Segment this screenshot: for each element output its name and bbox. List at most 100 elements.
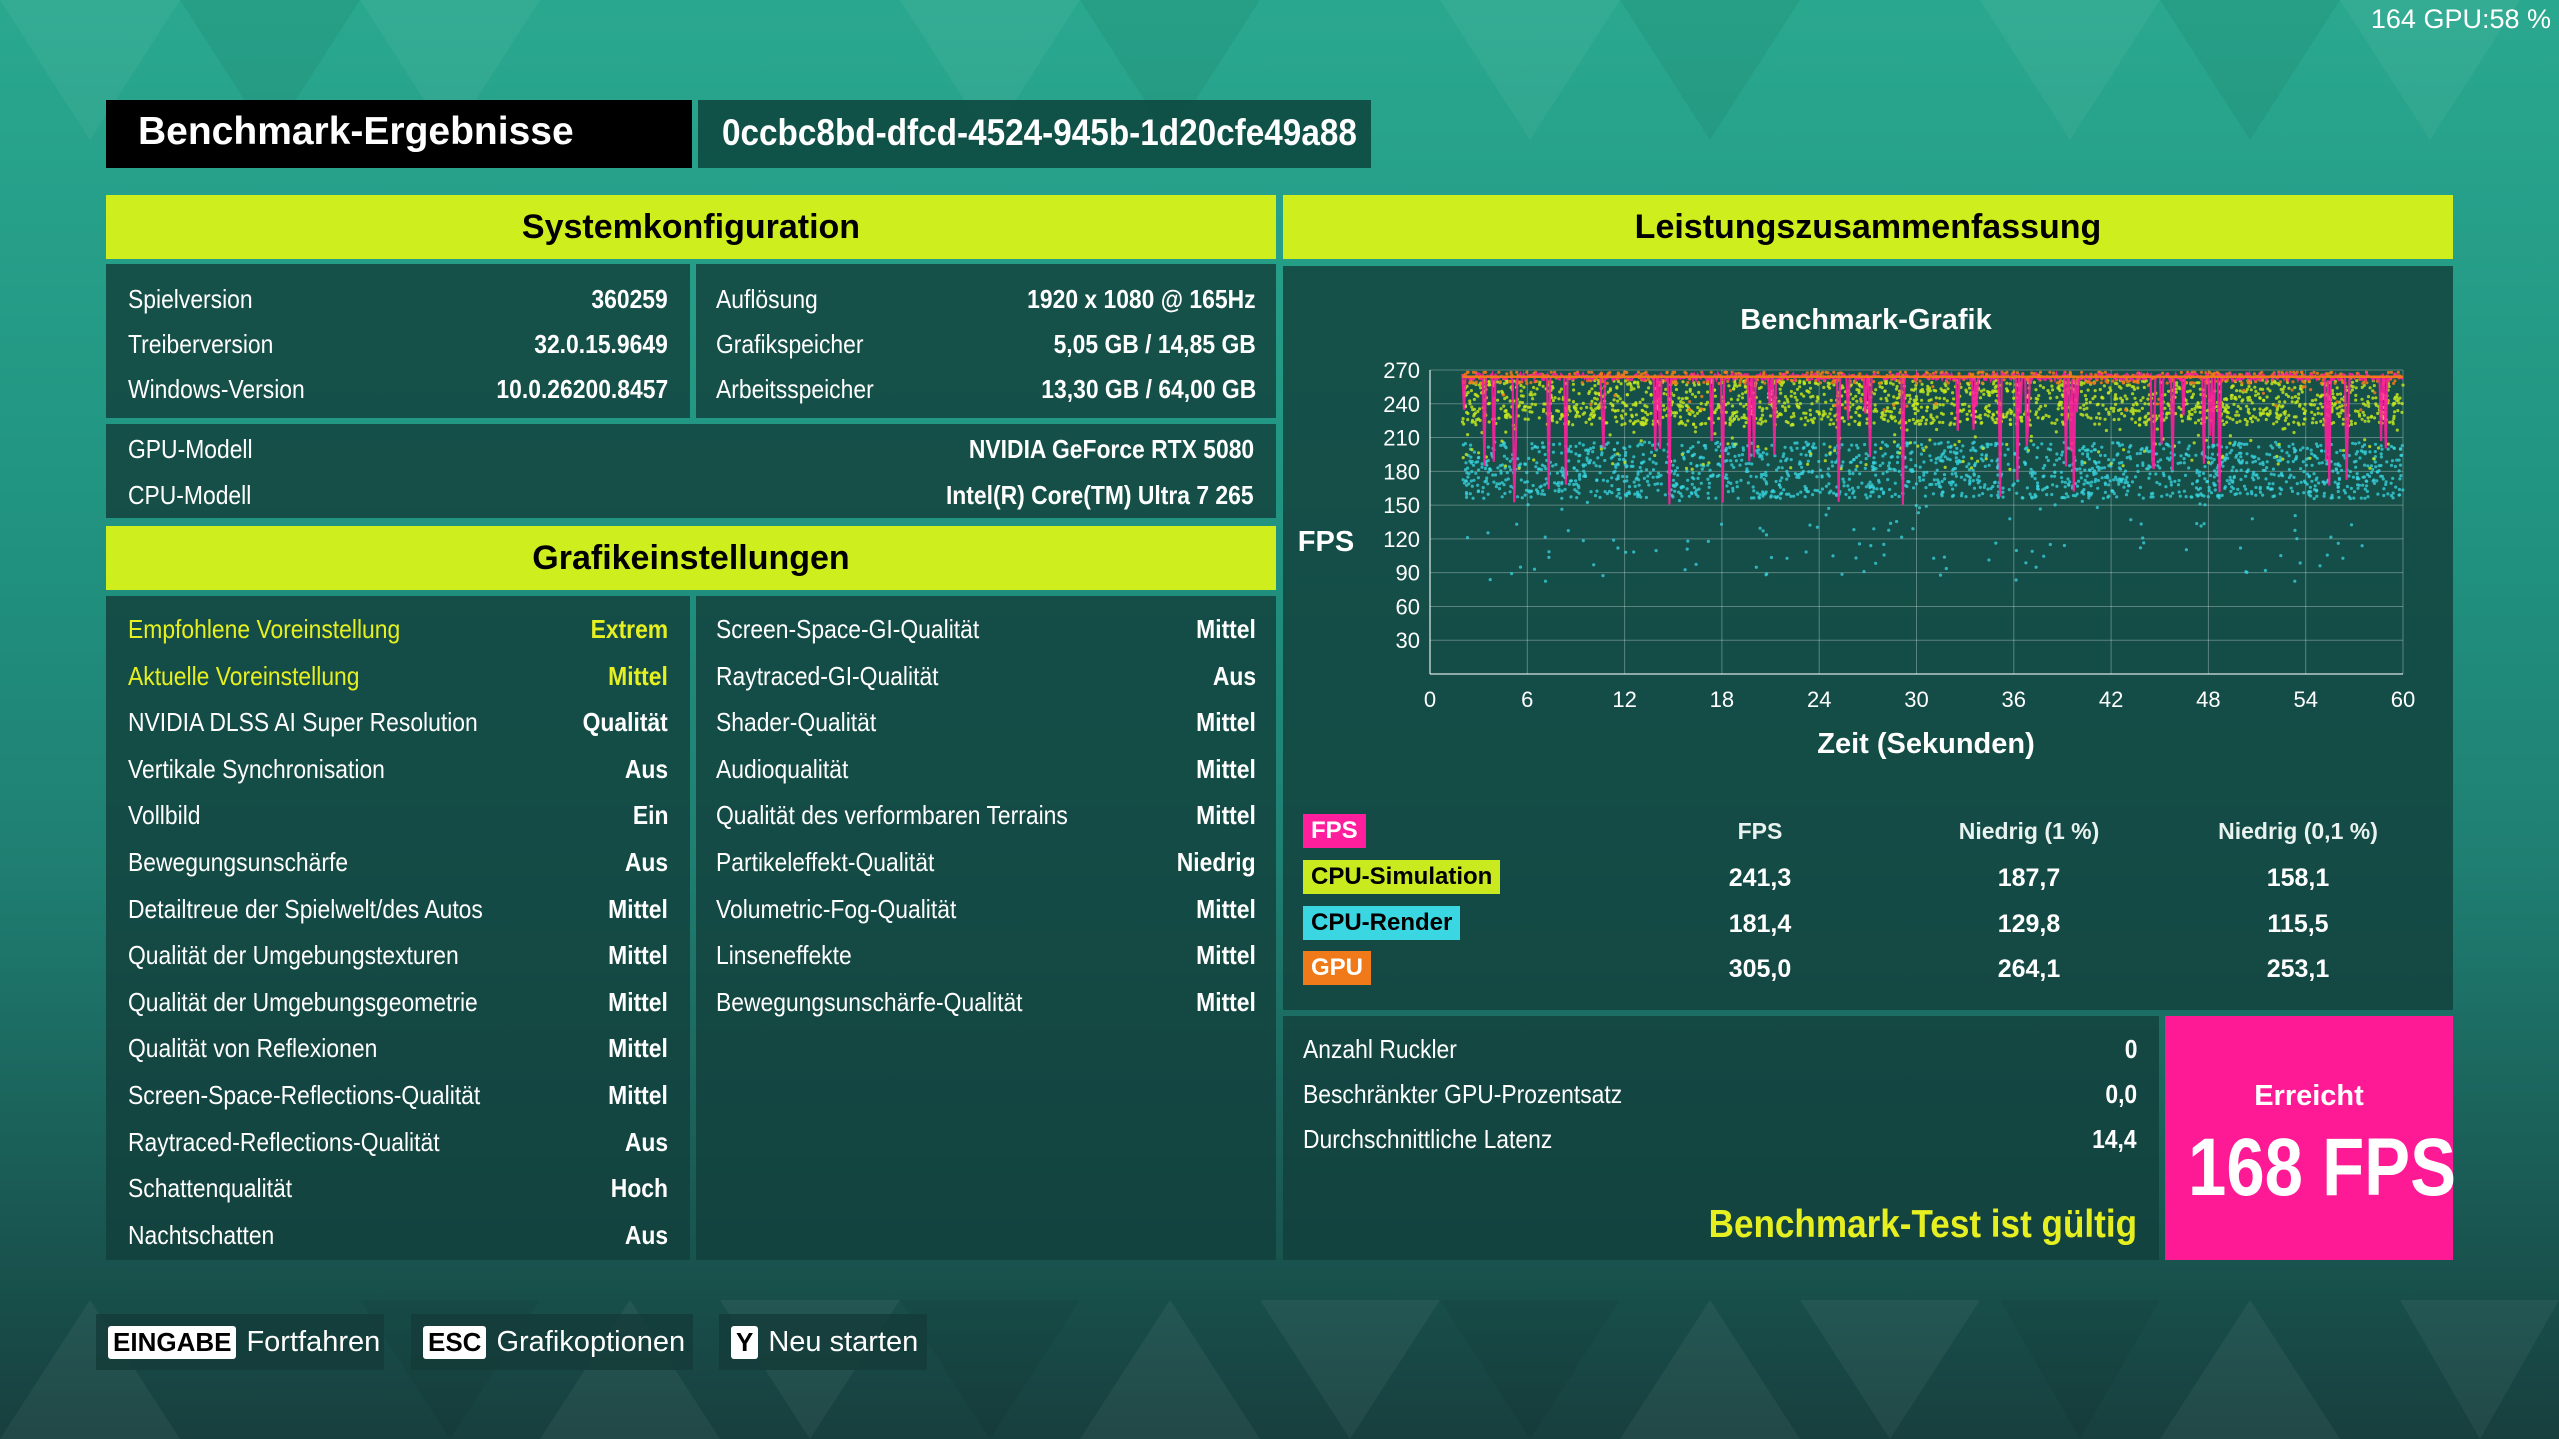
data-point: [1550, 417, 1554, 421]
data-point: [1821, 370, 1825, 374]
graphics-options-button[interactable]: ESC Grafikoptionen: [411, 1314, 693, 1370]
data-point: [2281, 404, 2285, 408]
data-point: [1866, 483, 1871, 487]
data-point: [2207, 445, 2211, 449]
data-point: [1497, 416, 1501, 420]
data-point: [2060, 496, 2064, 500]
data-point: [2210, 460, 2214, 464]
data-point: [2292, 370, 2296, 374]
data-point: [1520, 401, 1525, 405]
data-point: [2008, 408, 2012, 412]
data-point: [1735, 485, 1739, 489]
data-point: [1992, 413, 1996, 417]
data-point: [1916, 419, 1921, 423]
data-point: [1799, 417, 1803, 421]
data-point: [2107, 458, 2111, 462]
data-point: [1970, 456, 1974, 460]
stat-cell: 187,7: [1997, 864, 2061, 892]
data-point: [1921, 478, 1925, 482]
data-point: [1978, 416, 1983, 420]
data-point: [1959, 475, 1963, 479]
data-point: [1912, 407, 1916, 411]
data-point: [2246, 396, 2250, 400]
data-point: [1847, 488, 1851, 492]
data-point: [2393, 379, 2397, 383]
data-point: [1662, 392, 1666, 396]
data-point: [2293, 395, 2298, 399]
data-point: [2080, 370, 2084, 374]
data-point: [1680, 397, 1684, 401]
data-point: [2014, 578, 2018, 582]
data-point: [1535, 387, 1539, 391]
data-point: [2087, 496, 2091, 500]
stat-cell: 181,4: [1728, 910, 1792, 938]
data-point: [1955, 446, 1959, 450]
setting-value: Aus: [624, 847, 668, 877]
data-point: [1461, 417, 1465, 421]
data-point: [1842, 484, 1846, 488]
data-point: [2283, 412, 2287, 416]
data-point: [2109, 388, 2113, 393]
data-point: [2399, 474, 2403, 478]
data-point: [1863, 442, 1867, 447]
data-point: [2287, 386, 2291, 390]
data-point: [1578, 441, 1582, 445]
data-point: [2120, 400, 2124, 404]
data-point: [1886, 406, 1890, 410]
data-point: [2310, 463, 2314, 467]
data-point: [1730, 414, 1735, 418]
restart-button[interactable]: Y Neu starten: [719, 1314, 927, 1370]
setting-value: Mittel: [1196, 707, 1256, 738]
data-point: [1953, 416, 1957, 420]
data-point: [2178, 494, 2182, 498]
data-point: [1577, 486, 1581, 490]
data-point: [1674, 387, 1679, 392]
data-point: [1830, 460, 1834, 464]
data-point: [1811, 493, 1815, 497]
data-point: [2315, 456, 2319, 460]
data-point: [2155, 427, 2159, 431]
data-point: [2238, 491, 2242, 495]
data-point: [2207, 370, 2212, 374]
data-point: [1914, 482, 1918, 486]
data-point: [1684, 390, 1688, 394]
data-point: [1735, 384, 1739, 388]
data-point: [1653, 453, 1657, 458]
stat-cell: 264,1: [1997, 955, 2061, 983]
data-point: [1859, 460, 1863, 464]
data-point: [1534, 465, 1538, 469]
data-point: [2234, 469, 2239, 473]
data-point: [2363, 463, 2367, 467]
data-point: [1733, 454, 1737, 458]
data-point: [2389, 463, 2394, 467]
data-point: [2335, 386, 2339, 390]
data-point: [1815, 525, 1819, 529]
data-point: [1913, 441, 1917, 445]
data-point: [2118, 427, 2122, 432]
setting-label: NVIDIA DLSS AI Super Resolution: [128, 707, 478, 738]
data-point: [1543, 535, 1547, 539]
data-point: [1829, 418, 1833, 422]
data-point: [2336, 412, 2340, 416]
data-point: [2202, 494, 2206, 498]
data-point: [2361, 450, 2365, 454]
data-point: [2396, 370, 2400, 374]
data-point: [2125, 397, 2129, 401]
data-point: [2281, 457, 2285, 461]
data-point: [2173, 479, 2177, 483]
data-point: [2333, 480, 2337, 484]
data-point: [1625, 475, 1629, 479]
data-point: [1671, 478, 1676, 482]
data-point: [1750, 462, 1754, 466]
data-point: [1495, 380, 1499, 384]
data-point: [2353, 442, 2358, 446]
setting-label: Linseneffekte: [716, 940, 852, 971]
data-point: [2336, 482, 2340, 486]
data-point: [1785, 477, 1789, 481]
data-point: [2128, 445, 2132, 449]
data-point: [2075, 484, 2080, 488]
y-tick-label: 210: [1383, 426, 1420, 451]
continue-button[interactable]: EINGABE Fortfahren: [96, 1314, 384, 1370]
result-label: Erreicht: [2254, 1080, 2364, 1112]
setting-label: Aktuelle Voreinstellung: [128, 660, 360, 691]
